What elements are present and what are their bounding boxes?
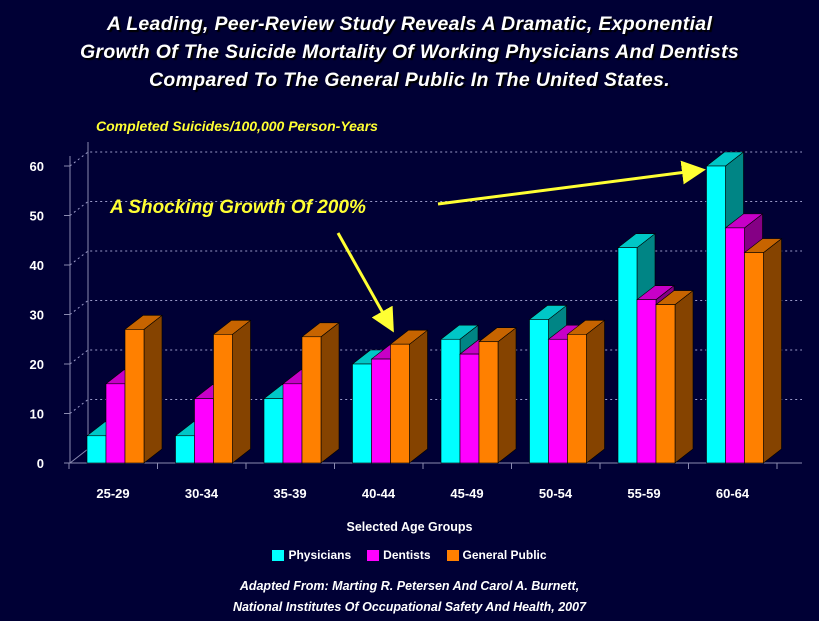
x-tick-label: 30-34 — [185, 486, 219, 501]
x-axis-label: Selected Age Groups — [346, 520, 473, 534]
legend-item-general-public: General Public — [446, 548, 547, 562]
y-tick-label: 30 — [30, 308, 44, 323]
tick-labels: 0 10 20 30 40 50 60 25-29 30-34 35-39 40-44 45-49 50… — [30, 159, 750, 501]
title-line-3: Compared To The General Public In The Un… — [149, 69, 670, 91]
x-tick-label: 45-49 — [450, 486, 483, 501]
legend: Physicians Dentists General Public — [0, 548, 819, 562]
legend-label-dentists: Dentists — [383, 548, 431, 562]
bar-general-public-35-39 — [301, 322, 340, 464]
bar-general-public-60-64 — [743, 238, 783, 464]
x-tick-label: 55-59 — [627, 486, 660, 501]
x-tick-label: 40-44 — [362, 486, 396, 501]
legend-item-physicians: Physicians — [272, 548, 351, 562]
y-axis-label: Completed Suicides/100,000 Person-Years — [96, 118, 378, 134]
source-line-1: Adapted From: Marting R. Petersen And Ca… — [239, 579, 580, 593]
title-line-2: Growth Of The Suicide Mortality Of Worki… — [79, 41, 740, 63]
bar-general-public-30-34 — [212, 319, 252, 464]
y-tick-label: 10 — [30, 407, 44, 422]
bar-general-public-55-59 — [655, 289, 694, 464]
y-tick-label: 50 — [30, 209, 44, 224]
y-tick-label: 40 — [30, 258, 44, 273]
x-tick-label: 50-54 — [539, 486, 573, 501]
floor-depth-edge — [69, 448, 89, 464]
arrow-to-40-44 — [336, 232, 394, 333]
title-line-1: A Leading, Peer-Review Study Reveals A D… — [106, 13, 713, 35]
x-tick-label: 25-29 — [96, 486, 129, 501]
x-tick-label: 35-39 — [273, 486, 306, 501]
gridline — [69, 250, 802, 266]
annotation-arrows — [336, 160, 706, 333]
legend-swatch-dentists — [367, 549, 380, 561]
bar-general-public-50-54 — [566, 319, 606, 464]
growth-annotation: A Shocking Growth Of 200% — [110, 197, 366, 218]
gridline — [69, 151, 802, 167]
bar-general-public-25-29 — [124, 314, 163, 464]
legend-item-dentists: Dentists — [367, 548, 431, 562]
bar-general-public-45-49 — [478, 327, 517, 464]
chart-title: A Leading, Peer-Review Study Reveals A D… — [0, 10, 819, 94]
source-citation: Adapted From: Marting R. Petersen And Ca… — [0, 576, 819, 618]
bar-general-public-40-44 — [389, 329, 429, 464]
legend-label-general-public: General Public — [462, 548, 547, 562]
y-tick-label: 60 — [30, 159, 44, 174]
arrow-to-60-64 — [437, 160, 706, 206]
bars — [86, 151, 783, 464]
legend-swatch-physicians — [272, 549, 285, 561]
x-tick-label: 60-64 — [716, 486, 750, 501]
y-tick-label: 20 — [30, 357, 44, 372]
legend-swatch-general-public — [446, 549, 459, 561]
source-line-2: National Institutes Of Occupational Safe… — [232, 600, 587, 614]
y-tick-label: 0 — [37, 456, 44, 471]
legend-label-physicians: Physicians — [288, 548, 352, 562]
